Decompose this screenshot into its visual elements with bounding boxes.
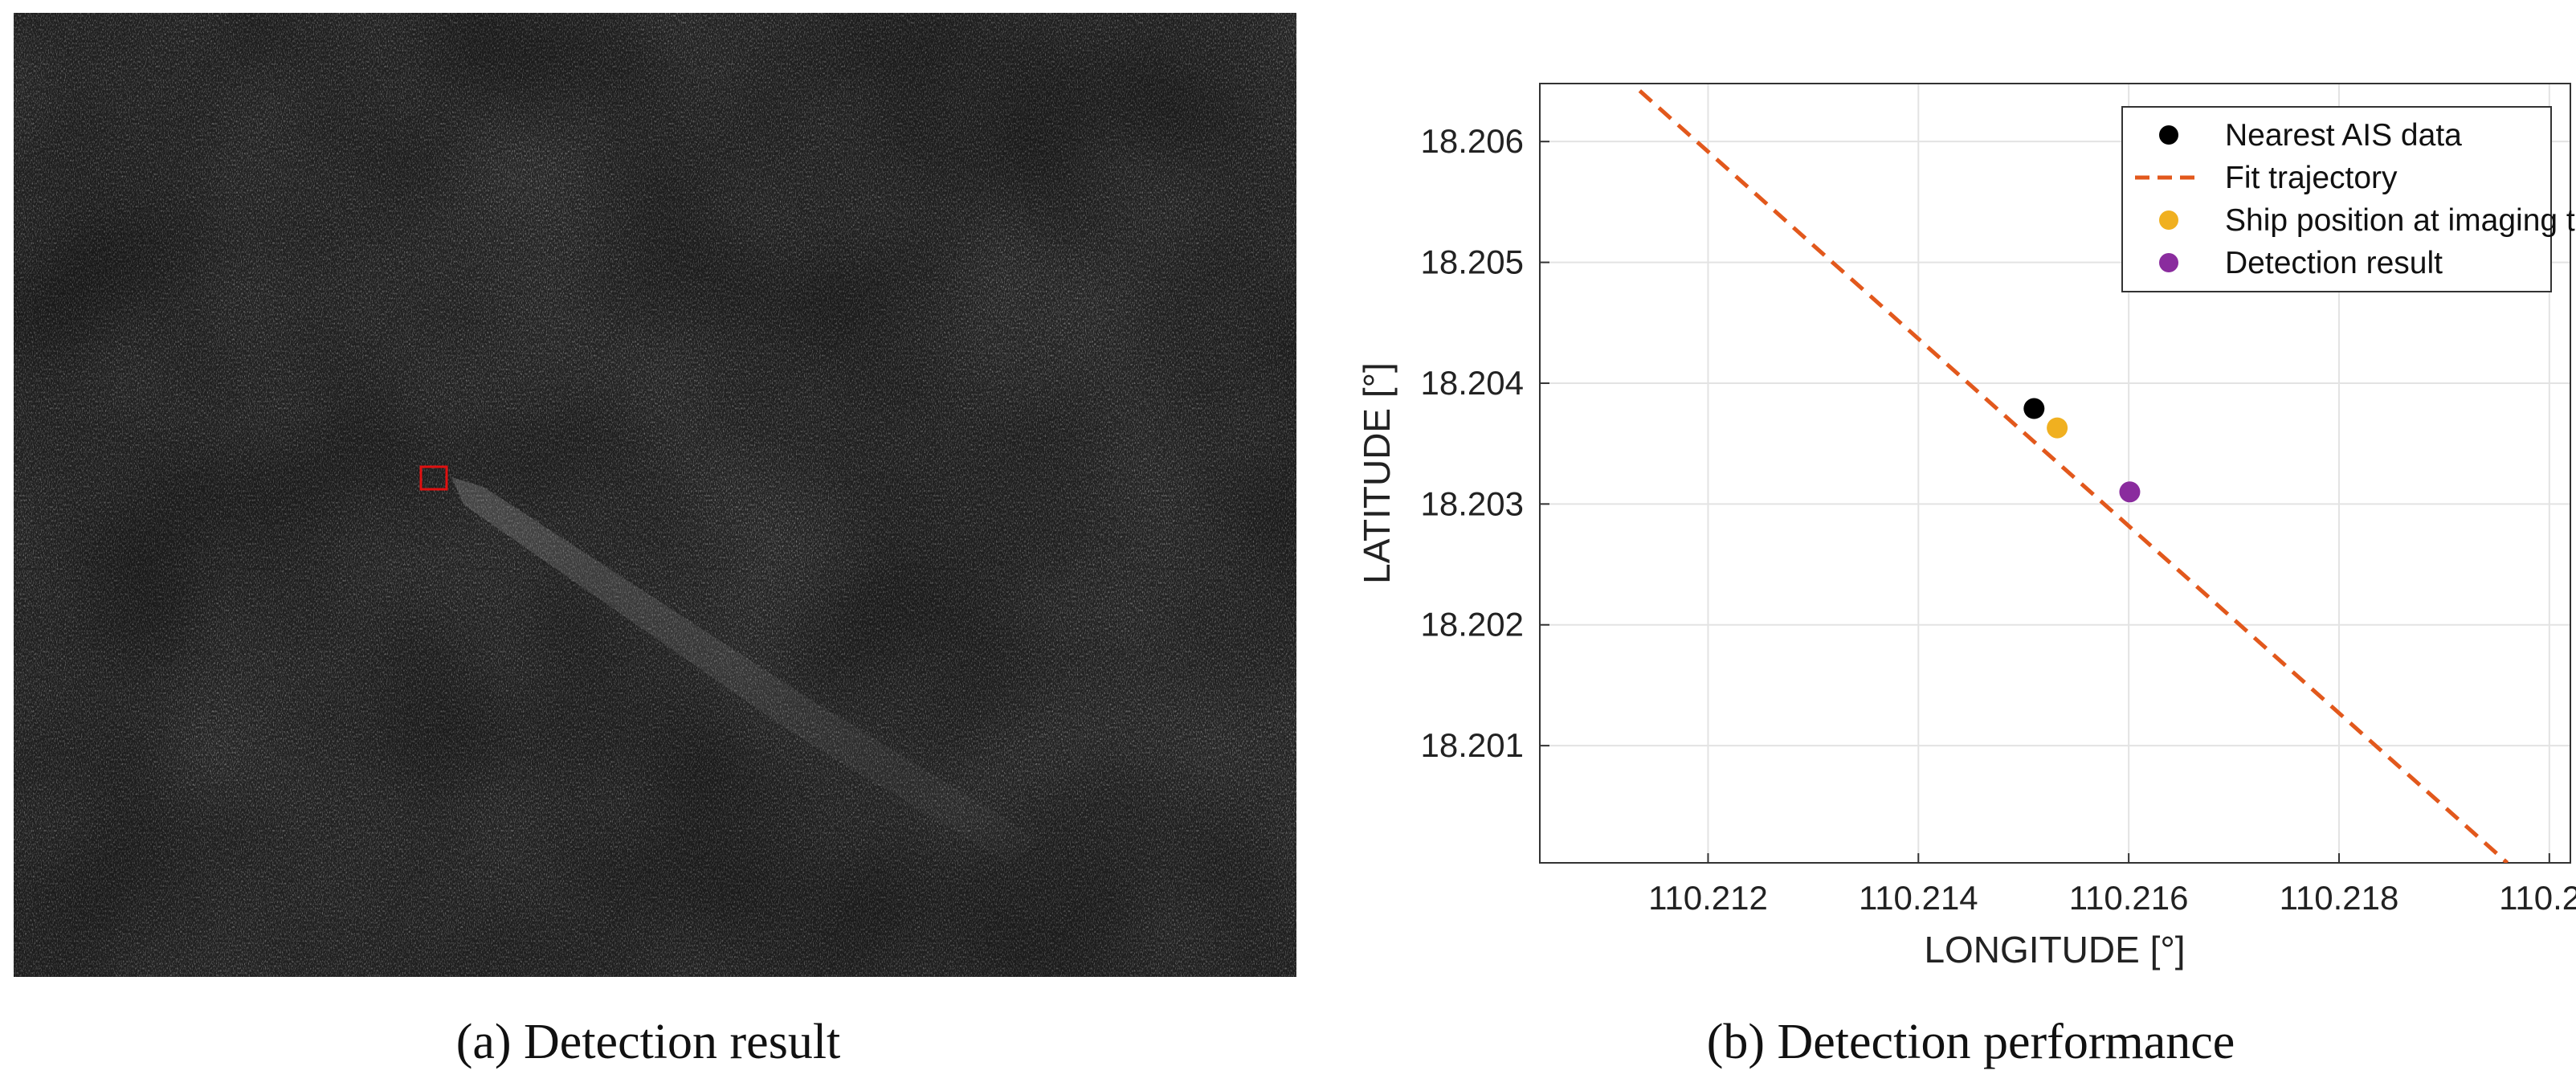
x-tick-label: 110.214 [1859, 879, 1978, 917]
detection-performance-chart: 110.212 110.214 110.216 110.218 110.22 18.20… [1356, 83, 2576, 970]
legend: Nearest AIS data Fit trajectory Ship posit… [2121, 106, 2576, 292]
y-tick-label: 18.204 [1421, 364, 1524, 402]
x-axis-label: LONGITUDE [°] [1924, 929, 2185, 970]
ship-wake [451, 477, 1042, 864]
y-tick-label: 18.203 [1421, 484, 1524, 522]
y-axis-label: LATITUDE [°] [1356, 362, 1398, 584]
caption-a: (a) Detection result [455, 1015, 841, 1069]
y-tick-label: 18.205 [1421, 243, 1524, 281]
y-axis-ticks: 18.201 18.202 18.203 18.204 18.205 18.206 [1421, 122, 1549, 764]
legend-swatch-ship-position-at-imaging-time [2159, 210, 2178, 230]
detection-image [14, 13, 1296, 977]
legend-box [2121, 106, 2552, 292]
x-tick-label: 110.22 [2499, 879, 2576, 917]
caption-b: (b) Detection performance [1706, 1015, 2235, 1069]
legend-label-fit-trajectory: Fit trajectory [2225, 161, 2398, 195]
ship-position-at-imaging-time-point [2047, 417, 2068, 439]
plot-frame [1539, 83, 2571, 864]
legend-label-detection-result: Detection result [2225, 246, 2443, 280]
detection-box [419, 465, 448, 491]
x-axis-ticks: 110.212 110.214 110.216 110.218 110.22 [1648, 853, 2576, 917]
y-tick-label: 18.206 [1421, 122, 1524, 160]
y-tick-label: 18.201 [1421, 726, 1524, 764]
legend-label-nearest-ais-data: Nearest AIS data [2225, 118, 2462, 153]
sea-surface-image [14, 13, 1296, 977]
fit-trajectory-line [1638, 89, 2509, 863]
legend-label-ship-position-at-imaging-time: Ship position at imaging time [2225, 203, 2576, 238]
detection-result-point [2119, 481, 2141, 503]
x-tick-label: 110.218 [2280, 879, 2399, 917]
y-tick-label: 18.202 [1421, 606, 1524, 644]
series-layer [1638, 89, 2509, 863]
legend-swatch-nearest-ais-data [2159, 125, 2178, 145]
nearest-ais-data-point [2023, 398, 2045, 419]
x-tick-label: 110.212 [1648, 879, 1768, 917]
legend-swatch-detection-result [2159, 253, 2178, 272]
x-tick-label: 110.216 [2069, 879, 2189, 917]
